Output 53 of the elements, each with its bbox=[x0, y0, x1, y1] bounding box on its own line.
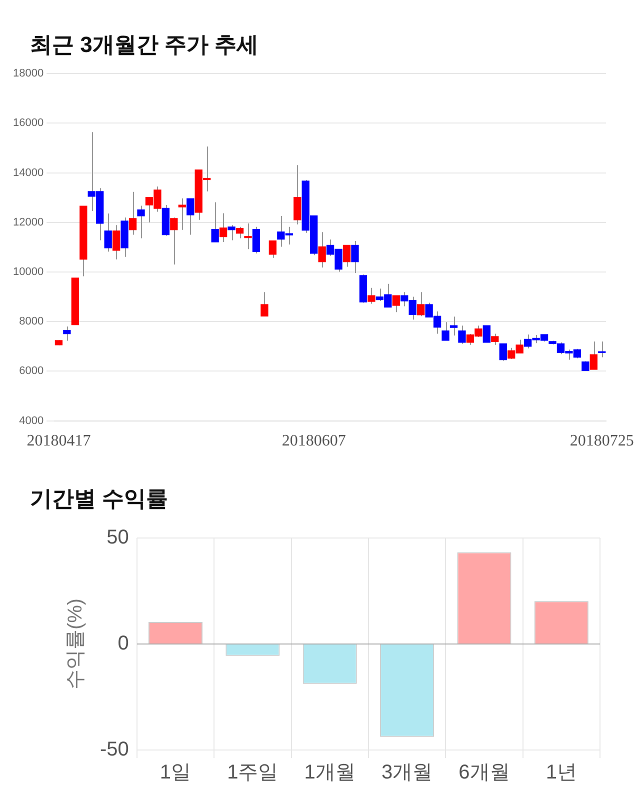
y-tick-label: 18000 bbox=[12, 68, 44, 80]
candlestick bbox=[482, 325, 490, 343]
y-tick-label: 0 bbox=[118, 632, 129, 655]
candlestick bbox=[342, 244, 351, 268]
candlestick bbox=[170, 216, 178, 266]
y-tick-label: 16000 bbox=[12, 117, 44, 130]
candlestick bbox=[294, 164, 302, 225]
candlestick bbox=[219, 212, 228, 242]
candlestick bbox=[236, 226, 244, 239]
candlestick bbox=[252, 226, 260, 254]
candlestick bbox=[186, 198, 194, 236]
candlestick bbox=[137, 205, 145, 239]
candlestick bbox=[318, 232, 326, 268]
candlestick bbox=[112, 224, 120, 260]
x-tick-label: 20180607 bbox=[282, 432, 346, 450]
y-tick-label: 50 bbox=[106, 526, 129, 549]
x-tick-label: 20180725 bbox=[570, 432, 634, 450]
candlestick bbox=[450, 316, 458, 336]
y-tick-label: -50 bbox=[100, 738, 129, 761]
x-tick-label: 1개월 bbox=[304, 762, 356, 784]
candlestick bbox=[351, 240, 359, 274]
y-tick-label: 4000 bbox=[19, 414, 44, 427]
candlestick bbox=[491, 333, 499, 346]
y-tick-label: 12000 bbox=[12, 216, 44, 228]
x-tick-label: 1년 bbox=[546, 762, 577, 784]
candlestick bbox=[590, 340, 598, 370]
x-tick-label: 20180417 bbox=[26, 432, 91, 450]
candlestick bbox=[104, 212, 112, 252]
y-tick-label: 14000 bbox=[12, 166, 44, 179]
candlestick bbox=[244, 222, 252, 250]
x-tick-label: 6개월 bbox=[458, 762, 510, 784]
y-tick-label: 8000 bbox=[19, 316, 44, 328]
candlestick bbox=[416, 292, 425, 317]
x-tick-label: 3개월 bbox=[381, 762, 433, 784]
candlestick bbox=[211, 202, 219, 242]
candlestick bbox=[392, 295, 400, 313]
chart-title: 최근 3개월간 주가 추세 bbox=[29, 31, 260, 59]
y-tick-label: 10000 bbox=[12, 266, 44, 278]
y-tick-label: 6000 bbox=[19, 365, 44, 378]
candlestick bbox=[499, 343, 507, 362]
candlestick bbox=[228, 224, 236, 241]
candlestick bbox=[442, 322, 450, 341]
chart-title: 기간별 수익률 bbox=[29, 485, 170, 513]
candlestick bbox=[458, 325, 466, 344]
y-axis-title: 수익률(%) bbox=[64, 598, 87, 690]
candlestick bbox=[260, 292, 268, 317]
candlestick bbox=[128, 191, 137, 236]
candlestick bbox=[368, 287, 376, 304]
candlestick bbox=[63, 326, 71, 342]
candlestick bbox=[268, 240, 277, 258]
x-tick-label: 1주일 bbox=[227, 762, 278, 784]
x-tick-label: 1일 bbox=[160, 762, 192, 784]
candlestick bbox=[178, 198, 186, 230]
